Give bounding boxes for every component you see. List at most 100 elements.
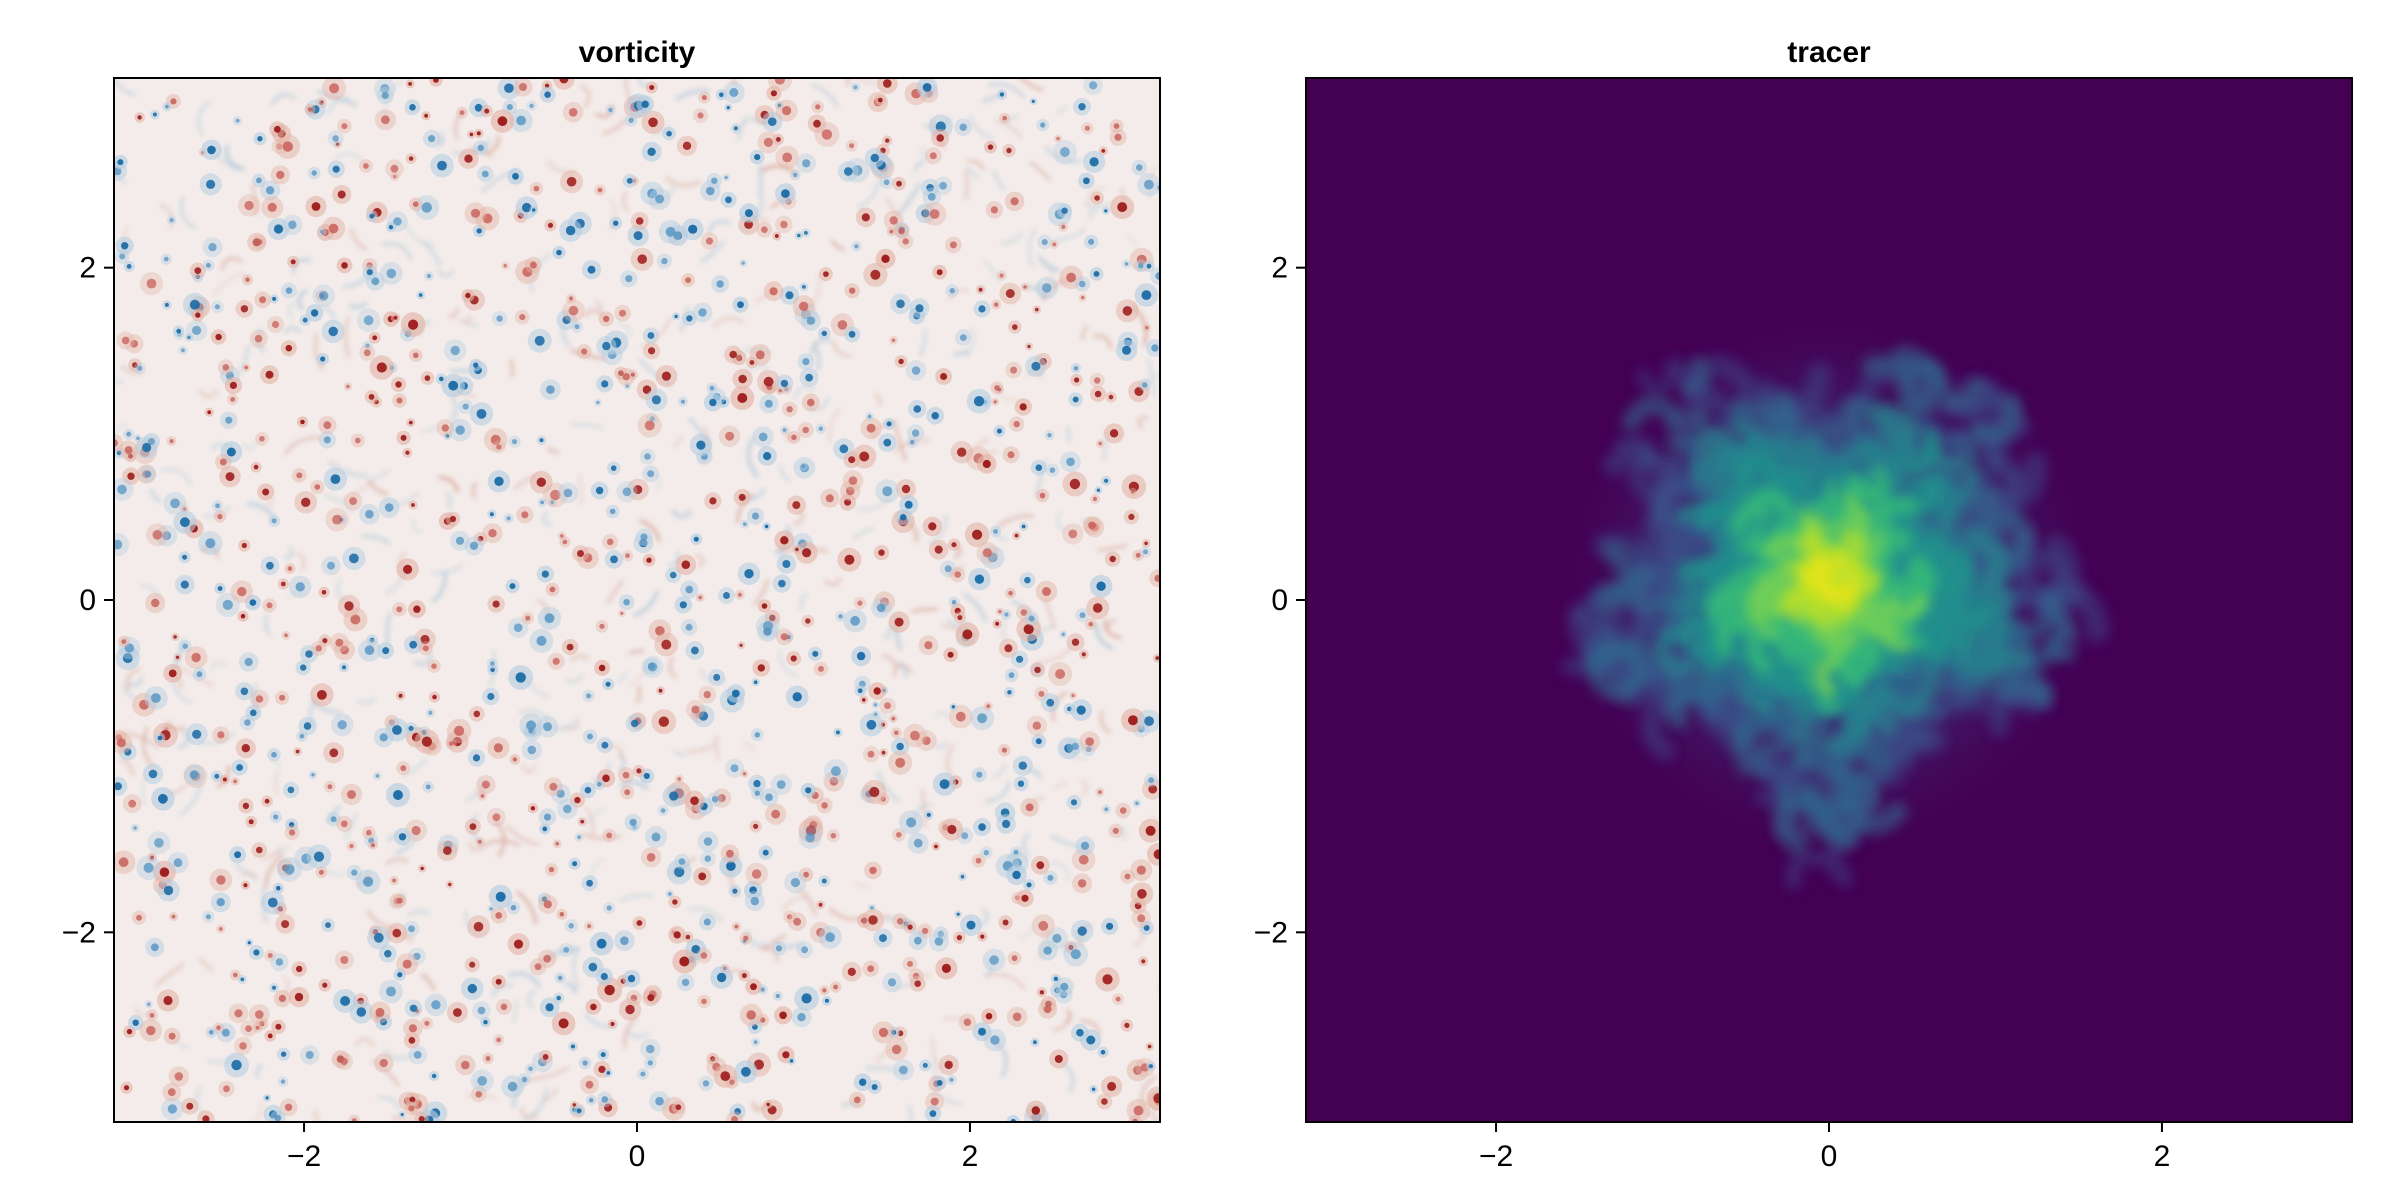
vortex-positive xyxy=(1144,541,1148,546)
vortex-positive xyxy=(1128,715,1138,726)
vortex-negative xyxy=(686,315,693,322)
vortex-positive xyxy=(327,784,333,790)
tracer-swirl xyxy=(1593,541,1639,615)
vortex-positive xyxy=(329,748,339,758)
vortex-positive xyxy=(253,464,259,470)
tracer-y-tick-label: 0 xyxy=(1271,584,1288,617)
vortex-positive xyxy=(254,1010,264,1019)
vortex-positive xyxy=(731,1116,738,1122)
vorticity-filament xyxy=(541,510,553,527)
vortex-positive xyxy=(340,820,348,828)
vortex-positive xyxy=(1055,669,1066,679)
vortex-positive xyxy=(750,983,757,991)
vortex-positive xyxy=(301,497,311,507)
vortex-positive xyxy=(240,613,246,619)
vortex-positive xyxy=(844,554,855,565)
vortex-positive xyxy=(1112,827,1119,835)
vortex-negative xyxy=(754,790,760,796)
vortex-positive xyxy=(807,398,815,407)
vortex-positive xyxy=(995,621,1000,626)
vortex-negative xyxy=(685,623,693,631)
vortex-positive xyxy=(408,420,413,425)
vortex-negative xyxy=(375,774,380,778)
vortex-negative xyxy=(167,1104,178,1114)
vortex-halo xyxy=(1006,1115,1020,1122)
vortex-negative xyxy=(640,533,648,541)
vortex-positive xyxy=(393,315,398,320)
vortex-negative xyxy=(384,503,394,512)
vortex-negative xyxy=(526,720,536,731)
vortex-negative xyxy=(824,998,829,1003)
vortex-positive xyxy=(448,882,452,887)
vortex-negative xyxy=(1035,464,1043,472)
vortex-negative xyxy=(467,983,477,994)
vortex-positive xyxy=(972,529,983,540)
vortex-positive xyxy=(243,883,248,888)
vortex-positive xyxy=(873,687,881,695)
vortex-negative xyxy=(398,833,407,841)
vortex-positive xyxy=(412,201,419,207)
vortex-positive xyxy=(782,106,792,116)
vortex-positive xyxy=(413,352,419,359)
vortex-negative xyxy=(1028,615,1035,622)
vorticity-filament xyxy=(530,252,552,293)
vortex-negative xyxy=(1072,396,1079,403)
vortex-negative xyxy=(320,229,324,234)
vortex-negative xyxy=(563,947,570,953)
vortex-negative xyxy=(961,832,969,840)
vortex-positive xyxy=(895,757,906,768)
vorticity-filament xyxy=(994,1040,1008,1078)
tracer-layer xyxy=(1798,554,1858,613)
vorticity-filament xyxy=(1119,825,1127,841)
vortex-positive xyxy=(837,320,848,330)
tracer-swirl xyxy=(1856,609,1885,635)
vortex-positive xyxy=(395,381,402,388)
vortex-negative xyxy=(509,583,516,590)
vorticity-filament xyxy=(994,119,1024,139)
vortex-positive xyxy=(448,741,454,746)
vortex-negative xyxy=(310,309,319,317)
vortex-negative xyxy=(608,107,613,113)
vortex-negative xyxy=(691,646,699,655)
vortex-positive xyxy=(405,450,410,455)
vortex-positive xyxy=(1115,996,1121,1002)
vortex-positive xyxy=(259,296,267,304)
tracer-swirl xyxy=(1663,357,1710,438)
vortex-positive xyxy=(432,694,437,700)
vortex-negative xyxy=(511,439,518,445)
vortex-negative xyxy=(477,1006,486,1015)
vortex-negative xyxy=(192,729,202,739)
vortex-negative xyxy=(978,1027,986,1036)
vortex-positive xyxy=(672,899,678,905)
vorticity-filament xyxy=(1001,613,1008,642)
vorticity-filament xyxy=(966,159,985,171)
vortex-negative xyxy=(490,667,495,673)
vorticity-filament xyxy=(897,660,909,678)
vortex-negative xyxy=(386,268,397,279)
vortex-positive xyxy=(240,305,249,313)
vortex-positive xyxy=(548,866,555,873)
vortex-positive xyxy=(1036,861,1045,870)
vortex-negative xyxy=(977,713,988,724)
vortex-positive xyxy=(682,141,692,150)
vorticity-filament xyxy=(754,282,776,304)
vorticity-filament xyxy=(617,671,628,684)
vortex-positive xyxy=(898,228,905,235)
tracer-swirl xyxy=(1810,579,1830,595)
vortex-negative xyxy=(711,177,718,184)
vorticity-filament xyxy=(1103,618,1122,640)
vortex-negative xyxy=(1061,632,1066,636)
vortex-negative xyxy=(302,317,308,323)
vortex-positive xyxy=(409,1096,416,1103)
vortex-positive xyxy=(963,1018,972,1026)
vortex-negative xyxy=(959,123,967,131)
vorticity-filament xyxy=(856,495,893,511)
vortex-negative xyxy=(983,850,989,856)
vorticity-filament xyxy=(271,93,296,105)
vorticity-filament xyxy=(1055,105,1069,116)
vortex-positive xyxy=(191,652,201,663)
vortex-negative xyxy=(275,958,284,966)
vortex-positive xyxy=(1117,202,1128,213)
vorticity-filament xyxy=(125,666,142,691)
vortex-positive xyxy=(566,643,574,651)
